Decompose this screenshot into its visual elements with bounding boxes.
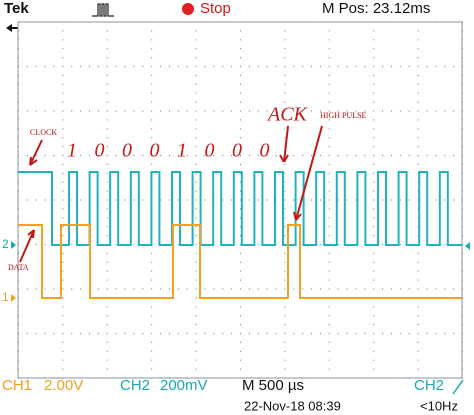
bit-label: 0 [122, 140, 132, 162]
clock-label: CLOCK [30, 128, 57, 137]
bit-label: 0 [260, 140, 270, 162]
horizontal-position: M Pos: 23.12ms [322, 0, 430, 17]
acquire-icon [92, 3, 114, 17]
ack-arrow [279, 125, 289, 163]
ch1-label: CH1 [2, 377, 32, 394]
ack-label: ACK [266, 104, 309, 126]
ch1-marker: 1 [2, 290, 9, 304]
trigger-slope [452, 379, 464, 395]
trigger-level-marker [465, 242, 470, 250]
data-label: DATA [8, 263, 29, 272]
ch1-scale: 2.00V [44, 377, 83, 394]
screen-border [17, 21, 463, 379]
high-pulse-label: HIGH PULSE [320, 111, 367, 120]
bit-label: 1 [177, 140, 187, 162]
ch2-marker: 2 [2, 237, 9, 251]
bit-label: 0 [95, 140, 105, 162]
timebase: M 500 µs [242, 377, 304, 394]
trigger-frequency: <10Hz [420, 398, 458, 413]
clock-trace [18, 171, 462, 246]
waveform-screen [17, 21, 463, 379]
stop-icon [182, 3, 194, 15]
ch2-label: CH2 [120, 377, 150, 394]
bit-label: 0 [232, 140, 242, 162]
ch2-arrow [11, 241, 16, 249]
trigger-position-marker [6, 24, 18, 32]
run-status: Stop [200, 0, 231, 17]
bit-label: 0 [150, 140, 160, 162]
data-trace [18, 224, 462, 299]
clock-arrow [29, 139, 43, 166]
data-arrow [19, 229, 35, 263]
bit-label: 1 [67, 140, 77, 162]
ch2-scale: 200mV [160, 377, 208, 394]
ch1-arrow [11, 294, 16, 302]
bit-label: 0 [205, 140, 215, 162]
brand: Tek [4, 0, 29, 17]
high-pulse-arrow [293, 125, 323, 221]
trigger-source: CH2 [414, 377, 444, 394]
timestamp: 22-Nov-18 08:39 [244, 398, 341, 413]
